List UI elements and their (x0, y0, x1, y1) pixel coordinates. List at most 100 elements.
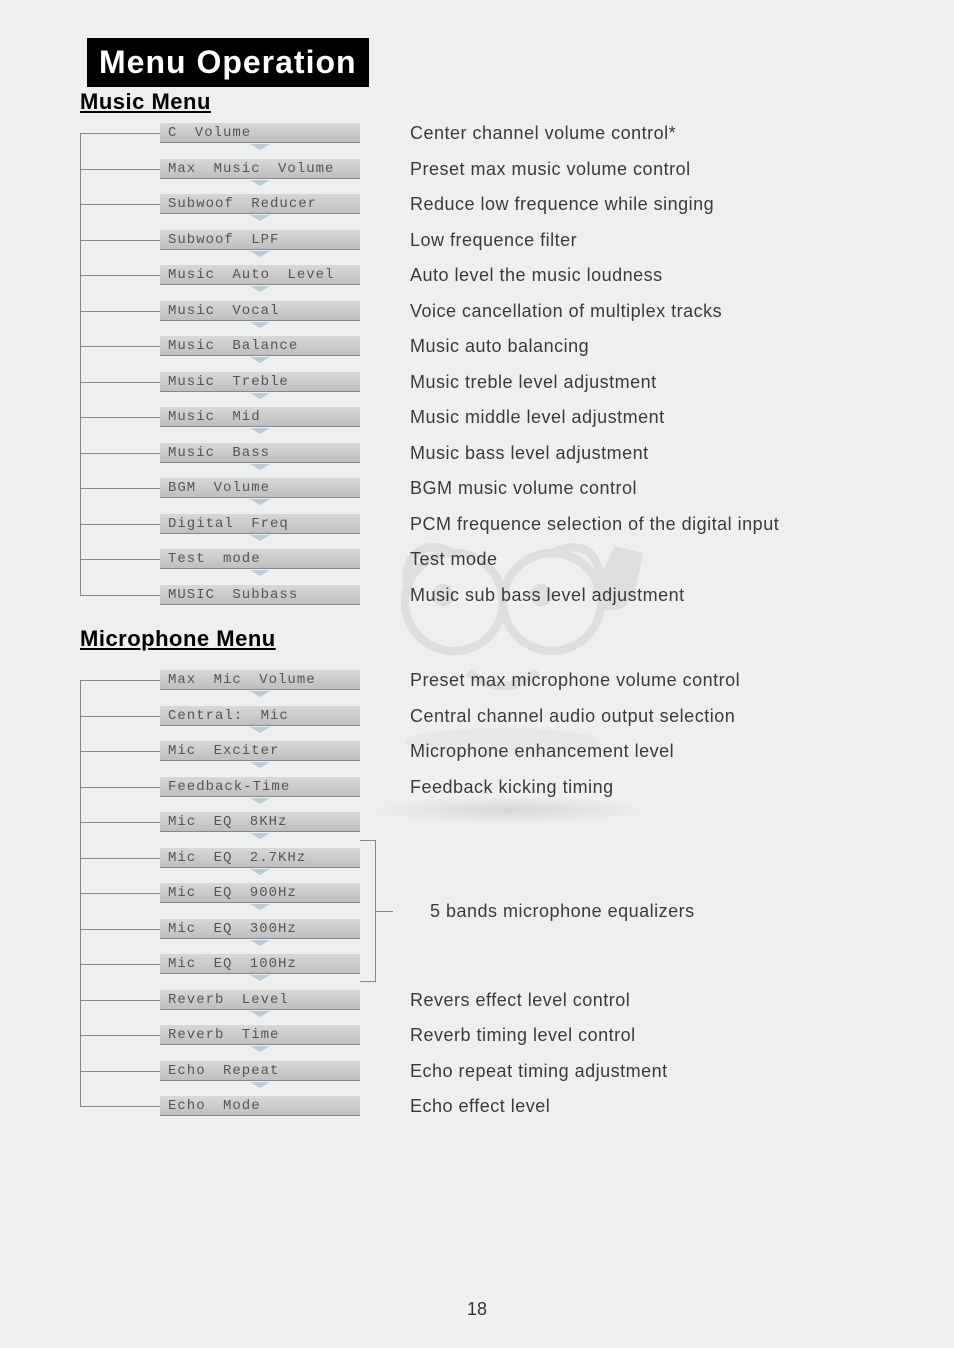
menu-row: Music Auto Level Auto level the music lou… (0, 265, 954, 301)
menu-item-box: Music Balance (160, 336, 360, 356)
menu-item-description: Revers effect level control (410, 990, 630, 1011)
chevron-down-icon (250, 393, 270, 399)
menu-item-description: Voice cancellation of multiplex tracks (410, 301, 722, 322)
chevron-down-icon (250, 464, 270, 470)
menu-row: MUSIC Subbass Music sub bass level adjust… (0, 585, 954, 621)
menu-row: Music Mid Music middle level adjustment (0, 407, 954, 443)
chevron-down-icon (250, 286, 270, 292)
chevron-down-icon (250, 570, 270, 576)
menu-row: Mic EQ 300Hz (0, 919, 954, 955)
menu-item-box: Central: Mic (160, 706, 360, 726)
bracket-group (375, 840, 415, 982)
chevron-down-icon (250, 975, 270, 981)
chevron-down-icon (250, 833, 270, 839)
menu-row: Music Balance Music auto balancing (0, 336, 954, 372)
page-title-banner: Menu Operation (87, 38, 369, 87)
menu-row: Reverb Level Revers effect level control (0, 990, 954, 1026)
chevron-down-icon (250, 144, 270, 150)
menu-item-box: Feedback-Time (160, 777, 360, 797)
menu-item-description: Center channel volume control* (410, 123, 676, 144)
menu-item-box: C Volume (160, 123, 360, 143)
menu-item-box: Test mode (160, 549, 360, 569)
menu-row: Subwoof Reducer Reduce low frequence whil… (0, 194, 954, 230)
chevron-down-icon (250, 1046, 270, 1052)
chevron-down-icon (250, 1082, 270, 1088)
menu-item-description: Reverb timing level control (410, 1025, 636, 1046)
menu-item-box: Music Auto Level (160, 265, 360, 285)
menu-row: Mic EQ 100Hz (0, 954, 954, 990)
chevron-down-icon (250, 322, 270, 328)
menu-item-description: Preset max microphone volume control (410, 670, 740, 691)
menu-row: Mic Exciter Microphone enhancement level (0, 741, 954, 777)
chevron-down-icon (250, 940, 270, 946)
menu-item-box: Mic Exciter (160, 741, 360, 761)
menu-item-description: Music sub bass level adjustment (410, 585, 685, 606)
menu-item-box: Mic EQ 8KHz (160, 812, 360, 832)
menu-item-box: Mic EQ 300Hz (160, 919, 360, 939)
menu-item-box: Max Mic Volume (160, 670, 360, 690)
menu-row: Max Music Volume Preset max music volume … (0, 159, 954, 195)
menu-row: Max Mic Volume Preset max microphone volu… (0, 670, 954, 706)
menu-item-box: Music Bass (160, 443, 360, 463)
menu-item-description: Music middle level adjustment (410, 407, 665, 428)
menu-item-box: Max Music Volume (160, 159, 360, 179)
menu-row: Digital Freq PCM frequence selection of t… (0, 514, 954, 550)
menu-item-description: Music auto balancing (410, 336, 589, 357)
music-section-title: Music Menu (80, 89, 954, 115)
chevron-down-icon (250, 180, 270, 186)
menu-item-description: Echo effect level (410, 1096, 550, 1117)
mic-section-title: Microphone Menu (80, 626, 954, 652)
chevron-down-icon (250, 691, 270, 697)
menu-item-description: Reduce low frequence while singing (410, 194, 714, 215)
menu-item-description: Echo repeat timing adjustment (410, 1061, 668, 1082)
menu-item-box: Mic EQ 2.7KHz (160, 848, 360, 868)
menu-row: Music Treble Music treble level adjustmen… (0, 372, 954, 408)
chevron-down-icon (250, 499, 270, 505)
menu-item-box: Mic EQ 900Hz (160, 883, 360, 903)
menu-item-box: Digital Freq (160, 514, 360, 534)
menu-item-box: Music Mid (160, 407, 360, 427)
menu-item-box: Reverb Time (160, 1025, 360, 1045)
menu-item-description: Central channel audio output selection (410, 706, 735, 727)
menu-row: BGM VolumeBGM music volume control (0, 478, 954, 514)
menu-item-box: Subwoof Reducer (160, 194, 360, 214)
menu-item-description: PCM frequence selection of the digital i… (410, 514, 779, 535)
chevron-down-icon (250, 535, 270, 541)
menu-item-box: Music Treble (160, 372, 360, 392)
menu-row: Reverb Time Reverb timing level control (0, 1025, 954, 1061)
menu-item-description: Music treble level adjustment (410, 372, 657, 393)
menu-row: C Volume Center channel volume control* (0, 123, 954, 159)
menu-item-description: Low frequence filter (410, 230, 577, 251)
menu-row: Music Bass Music bass level adjustment (0, 443, 954, 479)
menu-item-box: Subwoof LPF (160, 230, 360, 250)
chevron-down-icon (250, 798, 270, 804)
menu-row: Feedback-Time Feedback kicking timing (0, 777, 954, 813)
page-number: 18 (467, 1299, 487, 1320)
chevron-down-icon (250, 904, 270, 910)
chevron-down-icon (250, 215, 270, 221)
chevron-down-icon (250, 428, 270, 434)
eq-group-description: 5 bands microphone equalizers (430, 901, 695, 922)
chevron-down-icon (250, 727, 270, 733)
music-menu-section: C Volume Center channel volume control* Ma… (0, 123, 954, 620)
menu-item-box: Reverb Level (160, 990, 360, 1010)
menu-row: Mic EQ 8KHz (0, 812, 954, 848)
menu-item-box: MUSIC Subbass (160, 585, 360, 605)
menu-item-box: Music Vocal (160, 301, 360, 321)
chevron-down-icon (250, 869, 270, 875)
menu-item-description: Preset max music volume control (410, 159, 691, 180)
menu-item-box: BGM Volume (160, 478, 360, 498)
menu-item-description: Feedback kicking timing (410, 777, 614, 798)
menu-item-description: Music bass level adjustment (410, 443, 649, 464)
menu-item-description: Microphone enhancement level (410, 741, 674, 762)
menu-item-description: Auto level the music loudness (410, 265, 663, 286)
chevron-down-icon (250, 762, 270, 768)
menu-item-box: Echo Repeat (160, 1061, 360, 1081)
chevron-down-icon (250, 357, 270, 363)
menu-row: Central: Mic Central channel audio output… (0, 706, 954, 742)
menu-row: Test modeTest mode (0, 549, 954, 585)
menu-row: Echo ModeEcho effect level (0, 1096, 954, 1132)
mic-menu-section: Max Mic Volume Preset max microphone volu… (0, 670, 954, 1132)
chevron-down-icon (250, 1011, 270, 1017)
menu-row: Music Vocal Voice cancellation of multipl… (0, 301, 954, 337)
